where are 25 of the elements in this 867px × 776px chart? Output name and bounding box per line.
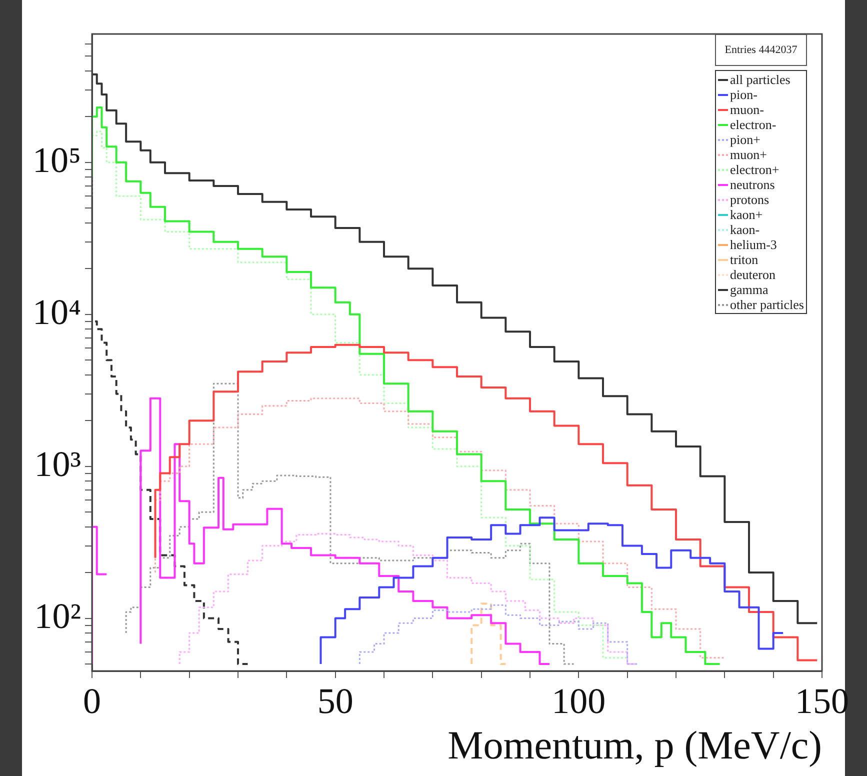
- x-tick-label: 100: [552, 681, 606, 722]
- annotation: Entries 4442037: [715, 34, 807, 66]
- legend-label: electron+: [730, 162, 780, 177]
- legend-label: kaon+: [730, 207, 763, 222]
- legend-label: deuteron: [730, 267, 776, 282]
- legend-label: pion-: [730, 87, 758, 102]
- y-tick-label: 10⁴: [32, 292, 81, 332]
- legend-label: triton: [730, 252, 758, 267]
- y-tick-label: 10⁵: [32, 140, 81, 180]
- legend-label: muon+: [730, 147, 767, 162]
- legend-label: protons: [730, 192, 769, 207]
- x-tick-label: 50: [317, 681, 354, 722]
- legend-label: helium-3: [730, 237, 777, 252]
- y-tick-label: 10²: [34, 596, 81, 636]
- legend-label: neutrons: [730, 177, 775, 192]
- legend-label: pion+: [730, 132, 760, 147]
- legend-label: kaon-: [730, 222, 760, 237]
- legend-label: all particles: [730, 72, 790, 87]
- x-axis-title: Momentum, p (MeV/c): [448, 722, 822, 768]
- x-tick-label: 0: [83, 681, 101, 722]
- legend-label: gamma: [730, 282, 768, 297]
- y-tick-label: 10³: [34, 444, 82, 484]
- legend-label: other particles: [730, 297, 804, 312]
- legend-label: electron-: [730, 117, 776, 132]
- legend-label: muon-: [730, 102, 764, 117]
